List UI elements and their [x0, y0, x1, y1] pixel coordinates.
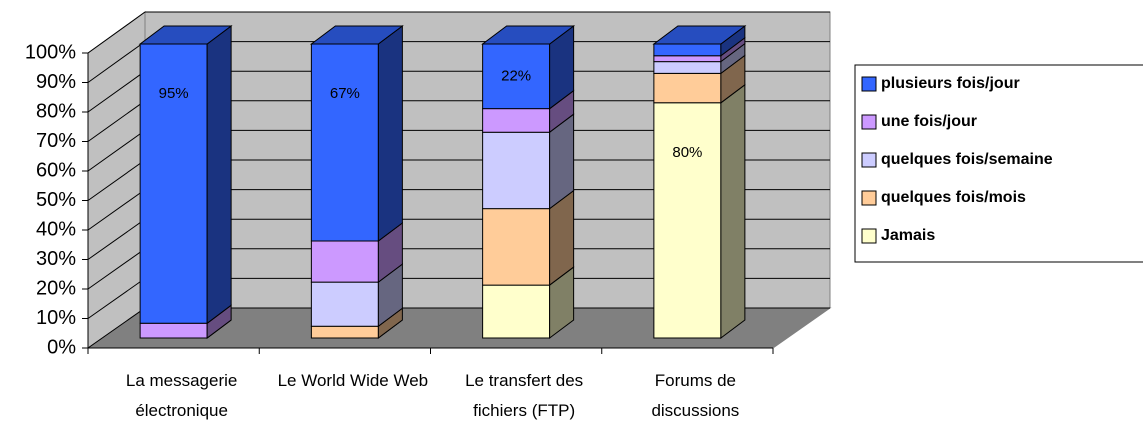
grid-line: [87, 248, 146, 290]
x-tick-label: Forums de discussions: [651, 371, 740, 420]
bar-segment: [653, 43, 722, 57]
y-tick-label: 10%: [36, 307, 76, 329]
grid-line: [87, 129, 146, 172]
bar-segment: [310, 281, 379, 327]
bar-side: [377, 25, 403, 242]
legend-label: Jamais: [881, 227, 935, 244]
y-tick-label: 20%: [36, 277, 76, 299]
legend-swatch: [861, 228, 877, 244]
bar-segment: [653, 61, 722, 74]
bar-segment: [653, 72, 722, 104]
bar-segment: [482, 131, 551, 210]
bar-segment: [482, 284, 551, 339]
x-tick-label: Le transfert des fichiers (FTP): [465, 371, 584, 420]
bar-side: [720, 83, 746, 339]
bar-segment: [310, 43, 379, 242]
grid-line: [87, 307, 146, 349]
grid-line: [87, 159, 146, 201]
data-label: 80%: [672, 144, 702, 161]
legend-swatch: [861, 152, 877, 168]
grid-line: [87, 11, 146, 54]
grid-line: [87, 100, 146, 142]
grid-line: [87, 218, 146, 260]
y-tick-label: 80%: [36, 100, 76, 122]
y-tick-label: 70%: [36, 130, 76, 152]
legend-box: [854, 64, 1143, 263]
bar-segment: [310, 240, 379, 283]
bar-segment: [653, 55, 722, 63]
bar-top: [309, 25, 404, 45]
y-tick-label: 30%: [36, 248, 76, 270]
bar-side: [206, 25, 232, 325]
data-label: 67%: [330, 85, 360, 102]
y-tick-label: 100%: [25, 41, 76, 63]
x-tick-label: La messagerie électronique: [125, 371, 238, 420]
legend-label: plusieurs fois/jour: [881, 75, 1020, 92]
bar-segment: [482, 108, 551, 133]
bar-segment: [139, 322, 208, 339]
data-label: 95%: [159, 85, 189, 102]
grid-line: [87, 277, 146, 319]
bar-segment: [653, 102, 722, 339]
legend-label: une fois/jour: [881, 113, 977, 130]
x-tick-label: Le World Wide Web: [277, 371, 429, 390]
y-tick-label: 0%: [47, 336, 76, 358]
bar-top: [138, 25, 233, 45]
bar-segment: [482, 208, 551, 286]
legend-swatch: [861, 114, 877, 130]
legend-label: quelques fois/semaine: [881, 151, 1053, 168]
bar-segment: [310, 325, 379, 339]
legend-swatch: [861, 76, 877, 92]
bar-top: [652, 25, 747, 45]
legend-label: quelques fois/mois: [881, 189, 1026, 206]
y-tick-label: 40%: [36, 218, 76, 240]
y-tick-label: 60%: [36, 159, 76, 181]
data-label: 22%: [501, 67, 531, 84]
y-tick-label: 90%: [36, 71, 76, 93]
grid-line: [87, 70, 146, 113]
bar-top: [481, 25, 576, 45]
y-tick-label: 50%: [36, 189, 76, 211]
grid-line: [87, 41, 146, 83]
legend-swatch: [861, 190, 877, 206]
grid-line: [87, 189, 146, 231]
